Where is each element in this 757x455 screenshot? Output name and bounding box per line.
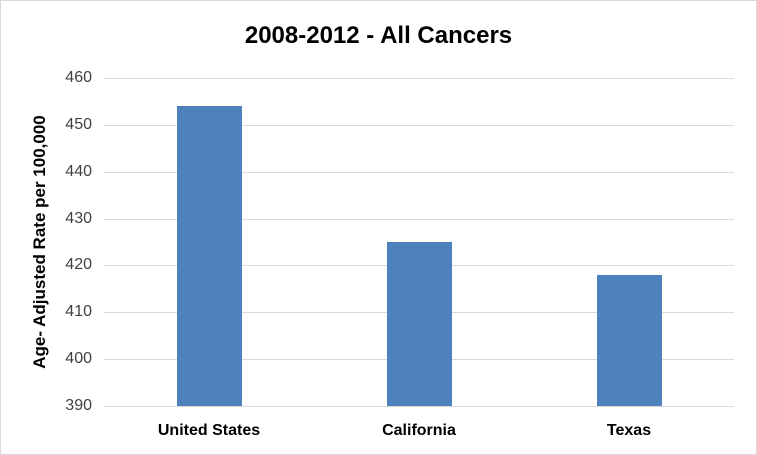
x-category-label: Texas: [606, 422, 652, 439]
y-tick-label: 460: [65, 69, 92, 86]
y-tick-label: 450: [65, 115, 92, 133]
x-category-label: United States: [157, 422, 261, 439]
plot-area: [104, 78, 734, 407]
chart-title: 2008-2012 - All Cancers: [244, 22, 513, 49]
y-axis-label: Age- Adjusted Rate per 100,000: [30, 115, 49, 369]
bar-california: [386, 242, 452, 406]
y-tick-label: 410: [65, 303, 92, 321]
y-tick-label: 390: [65, 397, 92, 414]
gridline: [104, 218, 734, 220]
y-tick-label: 440: [65, 162, 92, 180]
gridline: [104, 406, 734, 407]
y-tick-label: 430: [65, 209, 92, 227]
y-tick-label: 400: [65, 350, 92, 368]
bar-texas: [596, 274, 662, 406]
gridline: [104, 124, 734, 126]
gridline: [104, 78, 734, 79]
x-category-label: California: [382, 422, 456, 439]
gridline: [104, 171, 734, 173]
bar-united-states: [176, 106, 242, 406]
y-tick-label: 420: [65, 256, 92, 274]
